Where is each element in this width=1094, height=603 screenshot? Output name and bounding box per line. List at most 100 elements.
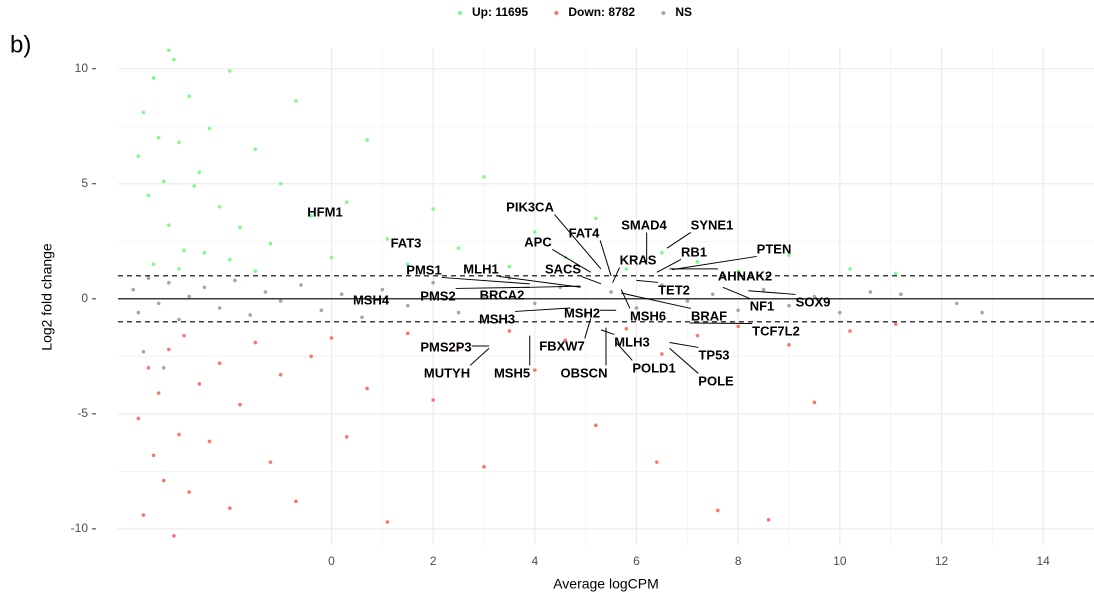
- point: [136, 154, 141, 158]
- point: [482, 464, 486, 469]
- gene-pointer: [669, 347, 699, 374]
- x-tick-label: 10: [833, 554, 847, 568]
- point: [507, 329, 512, 333]
- legend-swatch: [661, 11, 666, 15]
- point: [253, 340, 258, 345]
- y-tick-label: 10: [75, 61, 89, 75]
- point: [238, 402, 242, 407]
- gene-label: APC: [524, 234, 552, 249]
- gene-pointer: [455, 286, 530, 289]
- point: [533, 301, 537, 306]
- gene-label: FAT4: [569, 225, 601, 240]
- point: [192, 184, 197, 188]
- panel-label: b): [10, 31, 31, 58]
- point: [299, 283, 303, 287]
- point: [431, 398, 435, 402]
- gene-pointer: [621, 292, 692, 309]
- point: [207, 439, 212, 444]
- gene-label: TCF7L2: [752, 323, 800, 338]
- gene-label: FBXW7: [539, 338, 585, 353]
- point: [563, 338, 568, 343]
- point: [172, 57, 176, 62]
- gene-pointer: [469, 347, 490, 366]
- point: [177, 140, 181, 145]
- gene-pointer: [612, 267, 621, 283]
- point: [624, 267, 629, 271]
- point: [207, 126, 212, 131]
- gene-label: MSH6: [630, 308, 666, 323]
- point: [309, 354, 313, 359]
- x-tick-label: 4: [531, 554, 538, 568]
- gene-pointer: [581, 275, 602, 285]
- point: [136, 416, 141, 421]
- y-tick-label: -5: [77, 406, 88, 420]
- point: [294, 99, 298, 103]
- gene-pointer: [554, 214, 602, 270]
- gene-pointer: [584, 318, 592, 339]
- gene-pointer: [599, 240, 612, 276]
- point: [812, 400, 817, 405]
- point: [151, 453, 156, 458]
- point: [202, 285, 207, 290]
- point: [456, 246, 461, 250]
- point: [141, 513, 146, 517]
- gene-label: PMS1: [406, 262, 441, 277]
- point: [278, 181, 283, 186]
- point: [893, 271, 898, 276]
- point: [177, 432, 181, 437]
- point: [344, 435, 349, 439]
- point: [151, 76, 156, 80]
- points: [131, 48, 984, 538]
- gene-label: TP53: [698, 347, 729, 362]
- gene-label: POLD1: [632, 360, 675, 375]
- point: [787, 253, 791, 257]
- point: [202, 250, 207, 255]
- gene-label: MSH5: [494, 365, 530, 380]
- point: [187, 94, 191, 99]
- point: [787, 343, 791, 347]
- point: [812, 294, 817, 299]
- point: [609, 290, 613, 294]
- point: [716, 508, 720, 513]
- gene-label: SMAD4: [621, 217, 667, 232]
- gene-label: MSH2: [564, 305, 600, 320]
- gene-pointer: [669, 342, 699, 348]
- point: [634, 306, 639, 310]
- gene-pointer: [666, 232, 691, 249]
- point: [980, 310, 984, 315]
- point: [385, 237, 390, 241]
- gene-pointer: [524, 285, 581, 288]
- gene-label: SOX9: [796, 294, 831, 309]
- point: [329, 336, 334, 340]
- point: [685, 299, 690, 303]
- gene-label: HFM1: [307, 204, 342, 219]
- gene-label: MLH1: [463, 261, 498, 276]
- point: [344, 200, 349, 204]
- point: [156, 135, 161, 140]
- point: [228, 506, 232, 510]
- point: [594, 216, 598, 221]
- point: [899, 292, 903, 296]
- point: [161, 179, 166, 184]
- point: [177, 267, 181, 271]
- gene-pointer: [722, 286, 750, 299]
- point: [365, 386, 369, 391]
- point: [253, 269, 258, 273]
- point: [197, 382, 202, 386]
- point: [161, 478, 166, 483]
- legend-label: Down: 8782: [568, 5, 635, 19]
- gene-label: SYNE1: [691, 217, 734, 232]
- point: [161, 366, 166, 370]
- point: [156, 391, 161, 395]
- point: [253, 147, 258, 152]
- point: [151, 262, 156, 267]
- point: [187, 294, 191, 299]
- point: [228, 257, 232, 262]
- point: [431, 207, 435, 211]
- point: [278, 372, 283, 377]
- point: [146, 193, 151, 198]
- legend-label: NS: [675, 5, 692, 19]
- point: [156, 301, 161, 306]
- point: [294, 499, 298, 504]
- gene-pointer: [441, 276, 530, 285]
